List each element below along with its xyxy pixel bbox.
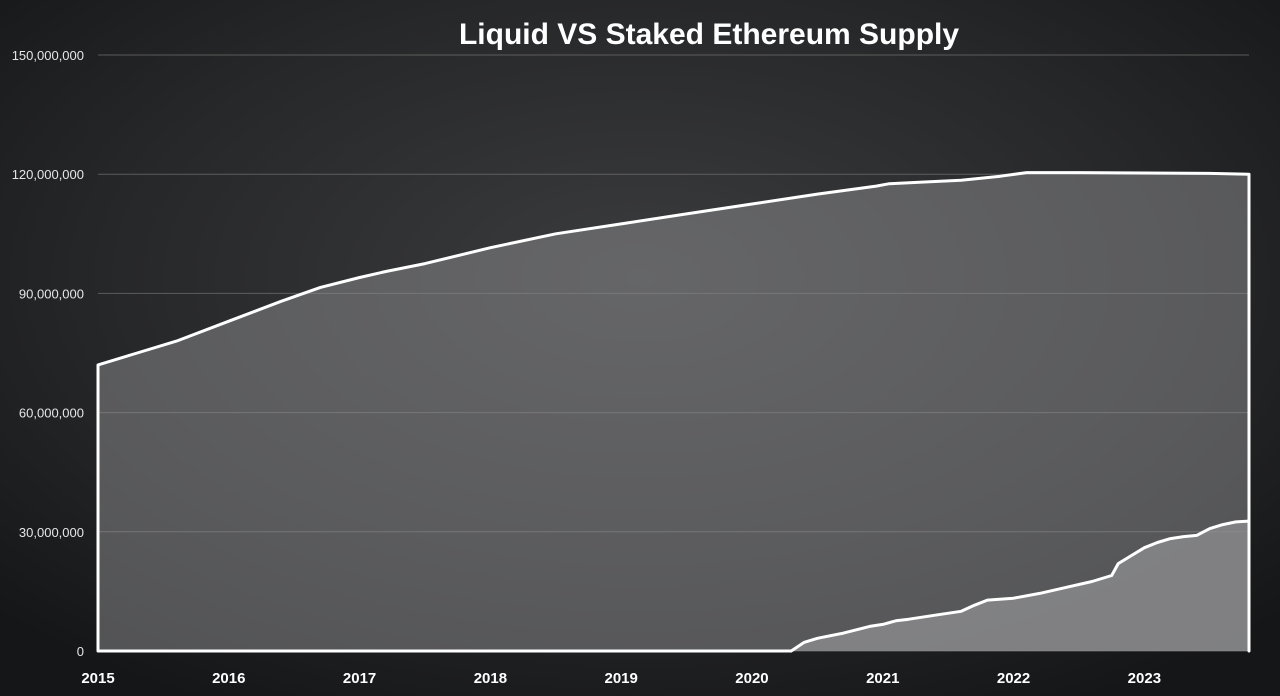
y-tick-label: 120,000,000 <box>12 167 84 182</box>
chart-title: Liquid VS Staked Ethereum Supply <box>459 18 959 51</box>
x-tick-label: 2017 <box>343 670 376 687</box>
series-areas <box>98 172 1249 651</box>
x-tick-label: 2021 <box>866 670 899 687</box>
series-lines <box>96 171 1251 653</box>
x-tick-label: 2022 <box>997 670 1030 687</box>
x-tick-label: 2015 <box>81 670 114 687</box>
series-1-area <box>791 521 1249 651</box>
y-tick-label: 60,000,000 <box>19 406 84 421</box>
x-tick-label: 2018 <box>474 670 507 687</box>
series-1-line <box>789 519 1251 653</box>
x-tick-label: 2019 <box>604 670 637 687</box>
y-tick-label: 90,000,000 <box>19 286 84 301</box>
x-axis-tick-labels: 2015 2016 2017 2018 2019 2020 2021 2022 2023 <box>81 670 1161 687</box>
x-tick-label: 2016 <box>212 670 245 687</box>
x-tick-label: 2020 <box>735 670 768 687</box>
x-tick-label: 2023 <box>1128 670 1161 687</box>
y-axis-tick-labels: 0 30,000,000 60,000,000 90,000,000 120,000,0… <box>12 48 84 659</box>
series-0-area <box>98 172 1249 651</box>
y-tick-label: 0 <box>77 644 84 659</box>
series-0-line <box>96 171 1251 653</box>
y-tick-label: 30,000,000 <box>19 525 84 540</box>
y-tick-label: 150,000,000 <box>12 48 84 63</box>
